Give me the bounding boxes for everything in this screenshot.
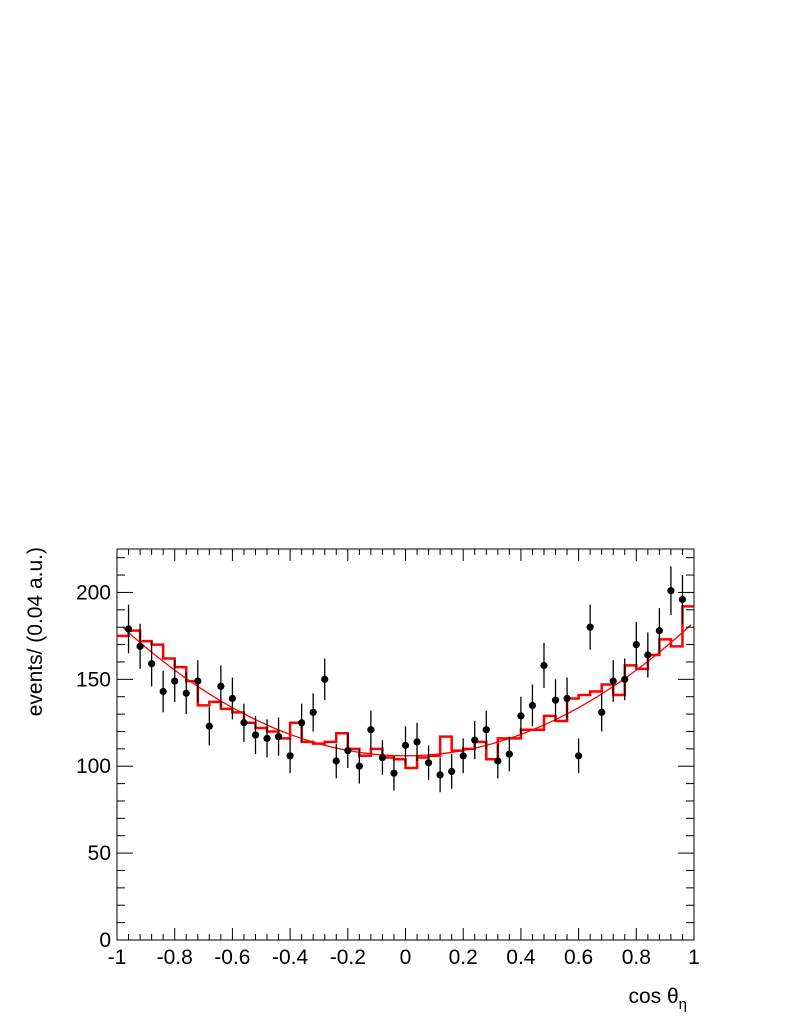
data-point xyxy=(355,762,363,770)
data-point xyxy=(436,771,444,779)
data-point xyxy=(298,719,306,727)
data-point xyxy=(378,753,387,762)
x-tick-label: 0.4 xyxy=(506,946,536,969)
data-point xyxy=(413,738,421,746)
x-tick-label: -1 xyxy=(108,946,127,969)
data-point xyxy=(240,719,248,727)
fit-curve-line xyxy=(122,624,692,757)
x-tick-label: 0.2 xyxy=(449,946,478,969)
data-point xyxy=(424,759,433,767)
data-point xyxy=(448,767,456,776)
y-tick-label: 0 xyxy=(99,929,111,952)
data-point xyxy=(148,660,156,668)
data-point xyxy=(344,746,352,755)
data-point xyxy=(586,623,594,631)
data-point xyxy=(367,726,375,734)
x-tick-label: 0.6 xyxy=(564,946,593,969)
x-axis-label-main: cos θ xyxy=(628,985,678,1008)
data-point xyxy=(609,677,617,685)
y-tick-label: 150 xyxy=(76,668,111,691)
data-points-series xyxy=(124,566,687,793)
data-point xyxy=(286,752,294,760)
data-point xyxy=(459,752,467,760)
data-point xyxy=(482,726,490,734)
y-tick-label: 50 xyxy=(88,842,111,865)
x-tick-label: -0.8 xyxy=(157,946,193,969)
data-point xyxy=(332,757,340,765)
data-point xyxy=(124,625,133,633)
data-point xyxy=(575,752,583,760)
data-point xyxy=(401,741,410,749)
data-point xyxy=(494,757,502,765)
data-point xyxy=(228,694,236,703)
data-point xyxy=(540,661,548,670)
fit-curve-series xyxy=(122,624,692,757)
y-axis: 0 50 100 150 200 xyxy=(76,557,694,952)
x-tick-label: -0.6 xyxy=(214,946,250,969)
data-point xyxy=(621,675,629,683)
x-tick-label: 0 xyxy=(400,946,412,969)
data-point xyxy=(551,696,560,704)
data-point xyxy=(194,677,202,685)
histogram-line xyxy=(117,605,694,770)
data-point xyxy=(136,642,144,650)
data-point xyxy=(159,687,167,696)
x-axis: -1 -0.8 -0.6 -0.4 -0.2 0 0.2 0.4 0.6 0.8 1 xyxy=(108,549,700,969)
x-tick-label: -0.4 xyxy=(272,946,309,969)
y-axis-label: events/ (0.04 a.u.) xyxy=(24,547,47,716)
data-point xyxy=(217,682,225,690)
data-point xyxy=(321,675,329,683)
data-point xyxy=(471,736,479,744)
x-tick-label: 0.8 xyxy=(622,946,651,969)
data-point xyxy=(505,750,513,758)
data-point xyxy=(171,677,179,685)
data-point xyxy=(632,640,640,649)
data-point xyxy=(563,694,571,703)
data-point xyxy=(390,769,398,777)
data-point xyxy=(678,595,687,603)
data-point xyxy=(274,733,283,741)
data-point xyxy=(598,708,606,716)
data-point xyxy=(655,627,663,635)
x-axis-label: cos θη xyxy=(628,985,687,1013)
data-point xyxy=(667,587,675,595)
data-point xyxy=(528,701,537,710)
data-point xyxy=(263,734,271,743)
x-tick-label: -0.2 xyxy=(330,946,366,969)
data-point xyxy=(517,712,525,720)
histogram-series xyxy=(117,605,694,770)
data-point xyxy=(205,722,213,730)
x-tick-label: 1 xyxy=(688,946,700,969)
x-axis-label-subscript: η xyxy=(679,996,687,1013)
data-point xyxy=(309,708,317,716)
y-tick-label: 100 xyxy=(76,755,111,778)
data-point xyxy=(644,651,652,659)
data-point xyxy=(251,731,260,739)
y-tick-label: 200 xyxy=(76,581,111,604)
data-point xyxy=(182,689,190,697)
